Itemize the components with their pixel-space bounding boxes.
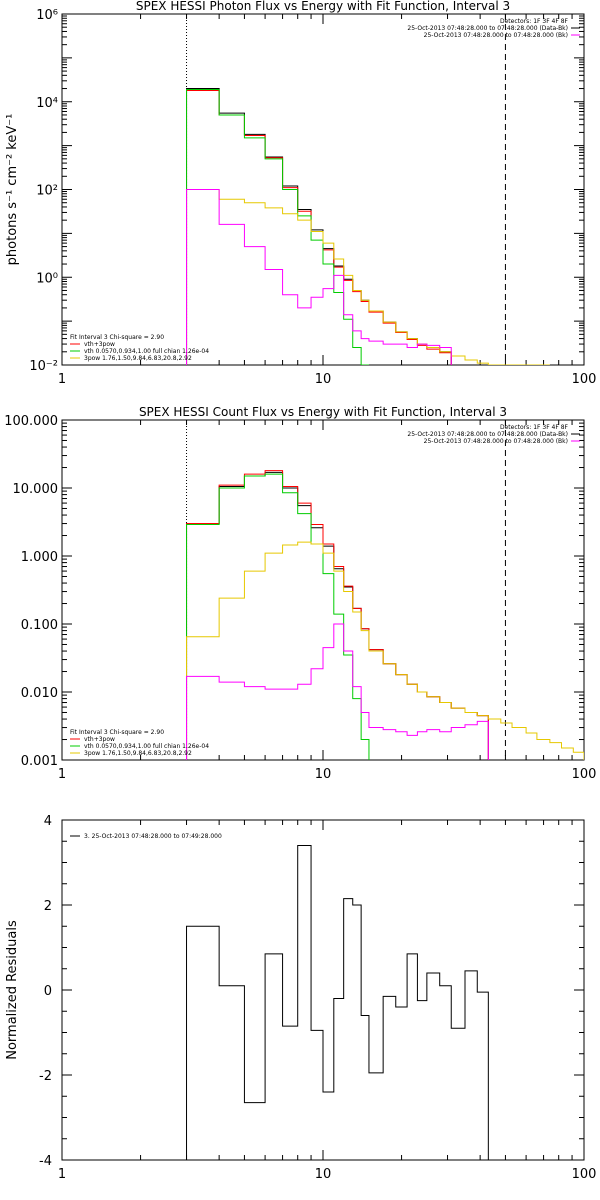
y-tick-label: 10⁴ bbox=[36, 96, 58, 111]
legend-entry: vth 0.0570,0.934,1.00 full chian 1.26e-0… bbox=[84, 743, 209, 750]
y-tick-label: 0.100 bbox=[21, 618, 58, 633]
y-tick-label: 0.010 bbox=[21, 686, 58, 701]
series-line-3 bbox=[186, 89, 369, 365]
series-line-2 bbox=[186, 90, 452, 365]
series-line-2 bbox=[186, 470, 489, 760]
series-group bbox=[186, 845, 501, 1160]
y-tick-label: -4 bbox=[39, 1154, 52, 1169]
x-tick-label: 1 bbox=[58, 767, 66, 782]
y-tick-label: 10⁰ bbox=[36, 271, 58, 286]
y-tick-label: 0.001 bbox=[21, 754, 58, 769]
chart-title: SPEX HESSI Photon Flux vs Energy with Fi… bbox=[136, 0, 510, 13]
y-tick-label: 10⁻² bbox=[29, 359, 58, 374]
chart-title: SPEX HESSI Count Flux vs Energy with Fit… bbox=[139, 405, 507, 419]
legend-entry: Fit Interval 3 Chi-square = 2.90 bbox=[70, 334, 164, 341]
x-tick-label: 10 bbox=[315, 372, 332, 387]
legend-entry: vth+3pow bbox=[84, 341, 115, 348]
legend-entry: 25-Oct-2013 07:48:28.000 to 07:48:28.000… bbox=[407, 25, 568, 32]
y-tick-label: 10.000 bbox=[13, 482, 59, 497]
y-axis-label: photons s⁻¹ cm⁻² keV⁻¹ bbox=[5, 114, 20, 266]
x-tick-label: 1 bbox=[58, 372, 66, 387]
legend-entry: Detectors: 1F 3F 4F 8F bbox=[500, 18, 569, 25]
legend-entry: Fit Interval 3 Chi-square = 2.90 bbox=[70, 729, 164, 736]
y-tick-label: 2 bbox=[44, 899, 52, 914]
chart-panel-2: SPEX HESSI Count Flux vs Energy with Fit… bbox=[4, 405, 596, 782]
y-tick-label: 1.000 bbox=[21, 550, 58, 565]
y-tick-label: 10⁶ bbox=[36, 8, 58, 23]
x-tick-label: 10 bbox=[315, 1167, 332, 1182]
legend-entry: 3pow 1.76,1.50,9.84,6.83,20.8,2.92 bbox=[84, 750, 192, 757]
series-line-5 bbox=[186, 189, 452, 365]
x-tick-label: 10 bbox=[315, 767, 332, 782]
y-axis-label: Normalized Residuals bbox=[5, 920, 20, 1060]
series-group bbox=[186, 470, 584, 760]
series-line-5 bbox=[186, 623, 489, 760]
chart-panel-3: 1 10 100 -4 -2 0 2 4 Normalized Residuals 3. 25-O… bbox=[5, 814, 596, 1182]
series-line-1 bbox=[186, 471, 489, 760]
x-tick-label: 100 bbox=[572, 1167, 597, 1182]
x-tick-label: 1 bbox=[58, 1167, 66, 1182]
series-line-3 bbox=[186, 473, 370, 760]
y-tick-label: 0 bbox=[44, 984, 52, 999]
plot-frame bbox=[61, 819, 585, 1161]
legend-entry: vth 0.0570,0.934,1.00 full chian 1.26e-0… bbox=[84, 348, 209, 355]
chart-panel-1: SPEX HESSI Photon Flux vs Energy with Fi… bbox=[5, 0, 596, 387]
y-tick-label: -2 bbox=[39, 1069, 52, 1084]
legend-entry: 3. 25-Oct-2013 07:48:28.000 to 07:49:28.… bbox=[84, 833, 222, 840]
series-line-4 bbox=[186, 189, 550, 365]
series-group bbox=[186, 88, 550, 365]
legend-entry: vth+3pow bbox=[84, 736, 115, 743]
y-tick-label: 100.000 bbox=[4, 414, 58, 429]
series-line-1 bbox=[186, 845, 501, 1160]
y-tick-label: 4 bbox=[44, 814, 52, 829]
series-line-1 bbox=[186, 88, 452, 365]
y-tick-label: 10² bbox=[36, 184, 58, 199]
x-tick-label: 100 bbox=[572, 372, 597, 387]
legend-entry: 3pow 1.76,1.50,9.84,6.83,20.8,2.92 bbox=[84, 355, 192, 362]
legend-entry: 25-Oct-2013 07:48:28.000 to 07:48:28.000… bbox=[424, 438, 568, 445]
x-tick-label: 100 bbox=[572, 767, 597, 782]
legend-entry: Detectors: 1F 3F 4F 8F bbox=[500, 424, 569, 431]
legend-entry: 25-Oct-2013 07:48:28.000 to 07:48:28.000… bbox=[424, 32, 568, 39]
legend-entry: 25-Oct-2013 07:48:28.000 to 07:48:28.000… bbox=[407, 431, 568, 438]
series-line-4 bbox=[186, 541, 584, 760]
